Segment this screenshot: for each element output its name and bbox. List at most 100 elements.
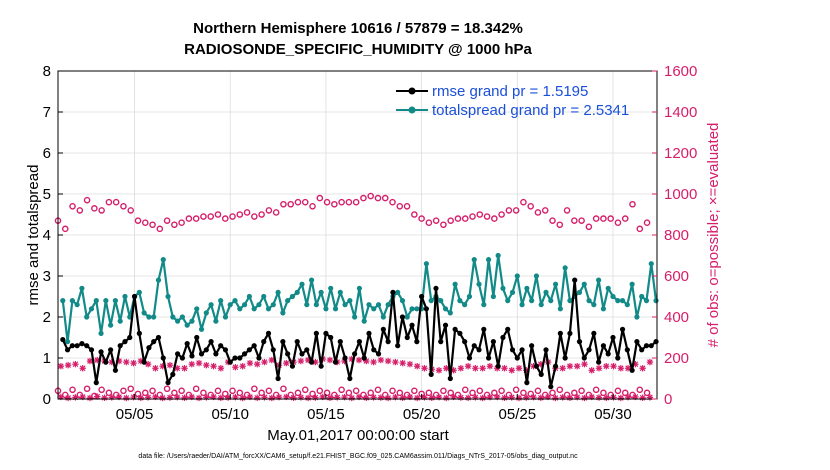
obs-possible-marker [534, 209, 542, 216]
obs-possible-marker [643, 219, 651, 226]
obs-star-stroke [465, 363, 471, 370]
totalspread-point [653, 298, 659, 304]
rmse-point [399, 314, 406, 320]
totalspread-point [84, 314, 90, 320]
obs-star-stroke [472, 365, 479, 372]
obs-star-stroke [167, 362, 173, 368]
obs-star-stroke [210, 363, 217, 370]
totalspread-point [261, 293, 267, 300]
totalspread-point [567, 298, 573, 304]
obs-possible-low-marker [178, 387, 185, 395]
obs-evaluated-marker [64, 361, 72, 369]
obs-star-stroke [516, 395, 522, 401]
obs-star-stroke [479, 365, 486, 372]
obs-evaluated-marker [195, 359, 203, 367]
obs-evaluated-low-marker [297, 394, 305, 401]
right-y-tick-label: 1400 [664, 104, 697, 121]
left-y-tick-label: 4 [43, 227, 51, 244]
rmse-point [643, 343, 650, 349]
obs-evaluated-marker [595, 365, 603, 372]
obs-evaluated-marker [268, 356, 275, 364]
rmse-point [529, 343, 535, 349]
rmse-point [227, 359, 233, 365]
obs-evaluated-low-marker [552, 394, 559, 402]
obs-star-stroke [239, 363, 246, 370]
obs-possible-marker [331, 200, 338, 208]
totalspread-point [648, 261, 654, 267]
obs-possible-low-marker [294, 389, 302, 397]
rmse-point [342, 355, 348, 361]
obs-possible-marker [352, 198, 360, 206]
rmse-point [371, 347, 377, 353]
rmse-point [64, 347, 71, 353]
obs-possible-low-marker [411, 387, 418, 395]
obs-star-stroke [188, 361, 195, 367]
rmse-point [533, 363, 540, 369]
obs-star-stroke [268, 395, 275, 401]
obs-possible-low-marker [600, 389, 607, 397]
obs-possible-marker [287, 200, 295, 208]
obs-evaluated-marker [399, 359, 406, 367]
obs-evaluated-marker [130, 359, 137, 367]
rmse-point [490, 339, 496, 345]
obs-possible-marker [76, 207, 84, 214]
obs-evaluated-marker [370, 358, 377, 366]
obs-possible-marker [512, 207, 520, 214]
obs-star-stroke [130, 360, 137, 366]
totalspread-point [500, 285, 506, 291]
obs-possible-low-marker [141, 389, 149, 397]
obs-possible-marker [578, 217, 585, 224]
obs-evaluated-low-marker [515, 394, 523, 402]
obs-possible-marker [425, 219, 433, 226]
obs-evaluated-marker [508, 367, 515, 374]
obs-possible-low-marker [149, 387, 156, 395]
totalspread-point [452, 281, 458, 287]
rmse-point [519, 347, 525, 353]
obs-star-stroke [312, 359, 319, 365]
rmse-point [308, 359, 315, 365]
obs-evaluated-marker [355, 356, 363, 364]
obs-evaluated-low-marker [144, 394, 152, 401]
obs-possible-marker [229, 213, 236, 220]
obs-star-stroke [79, 365, 86, 372]
left-y-tick-label: 6 [43, 145, 51, 162]
obs-possible-marker [98, 207, 105, 214]
totalspread-point [246, 293, 252, 300]
totalspread-point [356, 285, 363, 291]
obs-possible-low-marker [578, 387, 585, 395]
obs-possible-marker [374, 194, 382, 202]
rmse-point [294, 339, 300, 345]
obs-evaluated-low-marker [559, 394, 566, 401]
obs-possible-low-marker [83, 385, 91, 393]
obs-possible-marker [345, 198, 353, 206]
totalspread-point [552, 281, 559, 287]
obs-possible-marker [127, 207, 135, 214]
obs-possible-marker [629, 200, 636, 208]
data-file-footnote: data file: /Users/raeder/DAI/ATM_forcXX/… [138, 453, 578, 460]
obs-star-stroke [65, 362, 71, 368]
totalspread-point [122, 293, 128, 300]
obs-possible-low-marker [556, 386, 564, 394]
legend: rmse grand pr = 1.5195 totalspread grand… [396, 83, 629, 119]
obs-possible-low-marker [512, 386, 520, 394]
obs-possible-low-marker [352, 387, 360, 395]
rmse-point [299, 351, 305, 357]
obs-evaluated-low-marker [217, 394, 225, 401]
obs-evaluated-marker [486, 363, 494, 370]
rmse-point [557, 330, 563, 336]
totalspread-point [409, 306, 415, 312]
totalspread-point [342, 302, 348, 308]
rmse-point [117, 343, 123, 349]
obs-star-stroke [385, 395, 391, 401]
totalspread-point [151, 314, 157, 320]
obs-possible-low-marker [534, 387, 542, 395]
obs-star-stroke [174, 365, 181, 372]
obs-star-stroke [516, 365, 522, 372]
obs-evaluated-marker [174, 365, 181, 372]
obs-evaluated-low-marker [617, 394, 625, 402]
obs-possible-low-marker [192, 385, 200, 393]
totalspread-point [189, 318, 195, 324]
totalspread-point [557, 306, 563, 312]
obs-possible-marker [636, 225, 644, 233]
left-y-axis-ticks: 0 1 2 3 4 5 6 7 8 [43, 63, 63, 408]
